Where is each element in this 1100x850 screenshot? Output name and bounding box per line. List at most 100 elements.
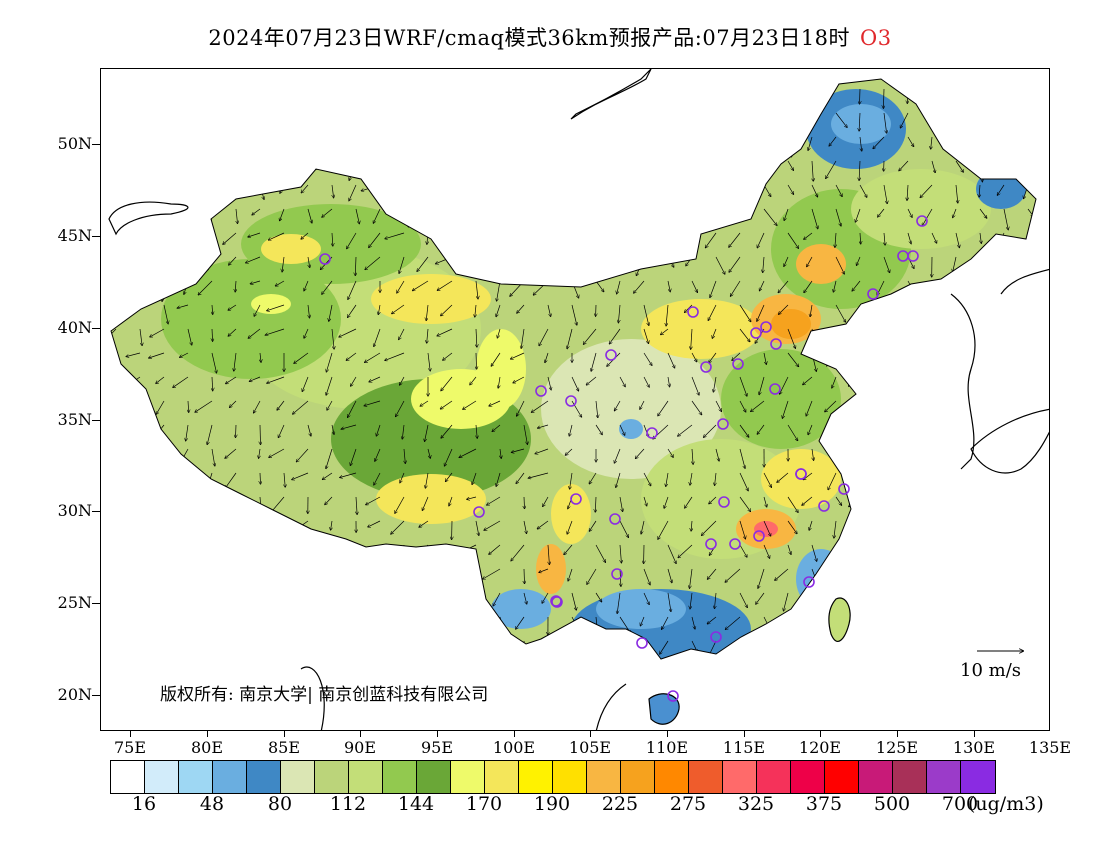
wind-vector	[667, 88, 668, 101]
wind-vector	[757, 424, 765, 434]
wind-vector	[731, 280, 741, 296]
wind-vector	[739, 592, 747, 607]
colorbar-swatch	[723, 761, 757, 793]
wind-vector	[1026, 160, 1028, 171]
wind-vector	[617, 280, 621, 294]
colorbar-swatch	[791, 761, 825, 793]
wind-vector	[834, 520, 837, 538]
wind-vector	[476, 328, 477, 347]
lat-tick	[92, 420, 100, 421]
wind-vector	[201, 568, 213, 581]
wind-vector	[784, 256, 789, 266]
colorbar-label: 275	[669, 793, 707, 815]
wind-vector	[496, 232, 501, 244]
station-marker	[867, 288, 879, 300]
wind-vector	[760, 160, 765, 174]
wind-vector	[691, 112, 696, 125]
wind-vector	[641, 520, 645, 534]
wind-vector	[667, 592, 671, 611]
wind-vector	[884, 665, 891, 678]
wind-vector	[925, 520, 933, 528]
wind-vector	[187, 328, 192, 345]
station-marker	[667, 690, 679, 702]
wind-vector	[462, 568, 477, 578]
wind-vector	[293, 592, 309, 602]
lat-label: 40N	[57, 318, 92, 337]
wind-vector	[835, 256, 844, 274]
wind-vector	[194, 520, 213, 528]
wind-vector	[299, 136, 309, 152]
wind-vector	[739, 544, 747, 557]
wind-vector	[709, 665, 716, 671]
wind-vector	[713, 376, 717, 392]
wind-vector	[835, 304, 846, 322]
wind-vector	[250, 376, 261, 381]
lat-label: 35N	[57, 410, 92, 429]
wind-vector	[596, 88, 597, 102]
station-marker	[605, 349, 617, 361]
lat-tick	[92, 144, 100, 145]
wind-vector	[511, 352, 525, 359]
wind-vector	[259, 568, 263, 581]
station-marker	[907, 250, 919, 262]
wind-vector	[212, 376, 213, 391]
wind-vector	[326, 352, 333, 372]
map-canvas[interactable]	[100, 68, 1050, 731]
wind-vector	[640, 400, 645, 409]
wind-vector	[511, 544, 525, 561]
wind-vector	[547, 136, 551, 150]
wind-vector	[339, 328, 357, 337]
wind-vector	[1021, 376, 1029, 385]
wind-vector	[709, 640, 717, 655]
wind-vector	[1027, 472, 1036, 491]
wind-vector	[979, 112, 985, 121]
wind-vector	[351, 544, 357, 558]
colorbar-label: 144	[397, 793, 435, 815]
wind-vector	[955, 376, 956, 392]
wind-vector	[379, 592, 380, 606]
wind-vector	[907, 616, 912, 626]
wind-vector	[532, 400, 549, 412]
wind-vector	[373, 208, 381, 223]
wind-vector	[233, 592, 237, 608]
wind-vector	[425, 472, 429, 488]
wind-vector	[187, 112, 188, 127]
wind-vector	[421, 208, 429, 225]
wind-vector	[385, 352, 405, 360]
station-marker	[565, 395, 577, 407]
wind-vector	[270, 640, 285, 653]
wind-vector	[521, 208, 525, 222]
wind-vector	[593, 184, 597, 195]
wind-vector	[428, 665, 430, 675]
lat-label: 45N	[57, 226, 92, 245]
wind-vector	[541, 88, 549, 100]
wind-vector	[211, 352, 217, 373]
wind-vector	[400, 136, 405, 146]
wind-vector	[249, 592, 261, 602]
wind-vector	[613, 184, 621, 201]
wind-vector	[787, 328, 795, 348]
wind-vector	[979, 304, 983, 315]
wind-vector	[346, 352, 357, 360]
wind-vector	[269, 232, 285, 240]
lon-tick	[590, 731, 591, 737]
wind-vector	[410, 184, 429, 195]
wind-vector	[250, 520, 261, 536]
station-marker	[760, 321, 772, 333]
wind-vector	[326, 376, 333, 395]
wind-vector	[731, 665, 740, 674]
wind-vector	[1016, 352, 1029, 366]
wind-vector	[259, 448, 260, 458]
wind-vector	[751, 400, 765, 411]
wind-vector	[423, 568, 429, 579]
wind-vector	[955, 616, 958, 628]
wind-vector	[308, 616, 310, 626]
colorbar-label: 80	[267, 793, 293, 815]
wind-vector	[375, 448, 381, 461]
wind-vector	[570, 472, 573, 489]
wind-vector	[271, 136, 285, 143]
wind-vector	[1025, 640, 1029, 651]
wind-vector	[931, 136, 932, 149]
wind-vector	[951, 88, 957, 98]
wind-vector	[956, 520, 957, 532]
